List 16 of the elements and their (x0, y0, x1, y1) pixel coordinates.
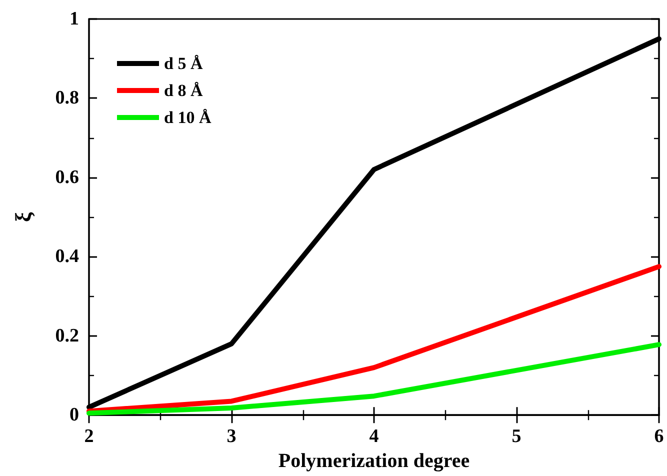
x-axis-title: Polymerization degree (278, 450, 470, 472)
legend-label: d 10 Å (164, 108, 212, 127)
y-tick-label: 0.4 (55, 246, 80, 268)
legend-label: d 8 Å (164, 81, 204, 100)
y-axis-title: ξ (10, 212, 36, 222)
y-tick-label: 0.2 (55, 325, 79, 346)
x-tick-label: 3 (226, 426, 236, 448)
legend-label: d 5 Å (164, 54, 204, 73)
y-tick-label: 1 (70, 8, 79, 30)
y-tick-label: 0.6 (55, 166, 79, 188)
x-tick-label: 2 (84, 426, 94, 448)
y-tick-label: 0 (70, 404, 79, 426)
x-tick-label: 5 (512, 426, 522, 448)
y-tick-label: 0.8 (55, 88, 79, 109)
x-tick-label: 4 (369, 426, 380, 448)
x-tick-label: 6 (654, 426, 664, 448)
